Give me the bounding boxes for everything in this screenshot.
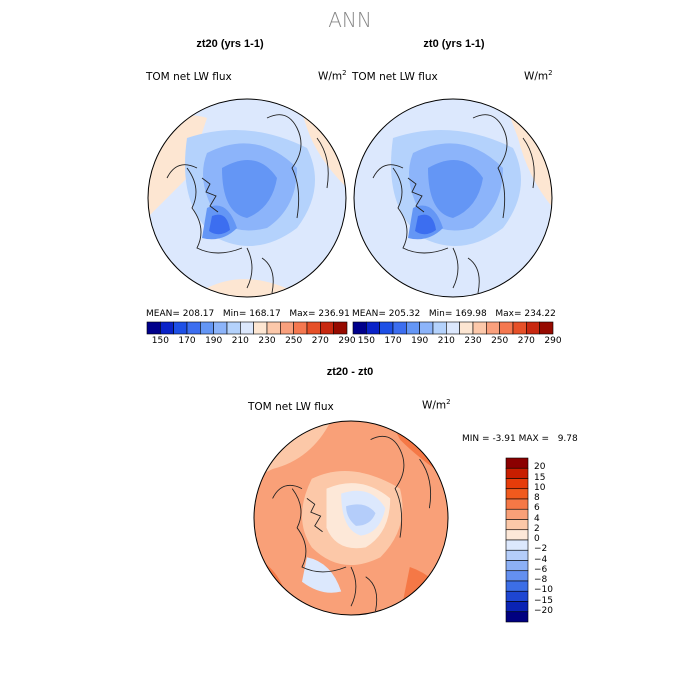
diff-colorbar bbox=[505, 457, 529, 623]
diff-colorbar-tick-label: −20 bbox=[534, 605, 553, 616]
diff-colorbar-tick-label: 15 bbox=[534, 472, 546, 483]
colorbar-swatch bbox=[352, 321, 367, 335]
diff-colorbar-swatch bbox=[505, 457, 529, 469]
colorbar-swatch bbox=[240, 321, 254, 335]
figure-title: ANN bbox=[328, 8, 372, 32]
colorbar-tick-label: 250 bbox=[285, 336, 303, 346]
diff-colorbar-tick-label: 0 bbox=[534, 534, 540, 544]
diff-panel-field-label: TOM net LW flux bbox=[248, 401, 334, 413]
colorbar-swatch bbox=[200, 321, 214, 335]
diff-colorbar-labels: 20 15 10 8 6 4 2 0 −2 −4 −6 −8 −10 −15 −20 bbox=[534, 458, 574, 622]
diff-colorbar-tick-label: 10 bbox=[534, 482, 546, 493]
diff-colorbar-swatch bbox=[505, 498, 529, 510]
diff-polar-map bbox=[253, 420, 449, 616]
panel-2-colorbar bbox=[352, 321, 554, 335]
diff-colorbar-swatch bbox=[505, 488, 529, 500]
panel-1-title: zt20 (yrs 1-1) bbox=[196, 38, 264, 50]
colorbar-tick-label: 270 bbox=[517, 336, 535, 346]
diff-colorbar-swatch bbox=[505, 519, 529, 531]
diff-colorbar-swatch bbox=[505, 529, 529, 541]
panel-1-polar-map bbox=[147, 98, 347, 298]
colorbar-swatch bbox=[160, 321, 174, 335]
colorbar-tick-label: 230 bbox=[464, 336, 482, 346]
colorbar-tick-label: 190 bbox=[411, 336, 429, 346]
panel-1-field-label: TOM net LW flux bbox=[146, 71, 232, 83]
colorbar-swatch bbox=[472, 321, 487, 335]
colorbar-tick-label: 190 bbox=[205, 336, 223, 346]
diff-colorbar-swatch bbox=[505, 467, 529, 479]
diff-colorbar-tick-label: 2 bbox=[534, 523, 540, 534]
colorbar-swatch bbox=[226, 321, 241, 335]
panel-2-colorbar-labels: 150 170 190 210 230 250 270 290 bbox=[353, 336, 562, 348]
colorbar-swatch bbox=[379, 321, 394, 335]
colorbar-swatch bbox=[512, 321, 527, 335]
colorbar-swatch bbox=[539, 321, 554, 335]
diff-colorbar-tick-label: 8 bbox=[534, 493, 540, 503]
diff-colorbar-tick-label: −6 bbox=[534, 564, 548, 575]
diff-colorbar-swatch bbox=[505, 590, 529, 602]
colorbar-swatch bbox=[526, 321, 540, 335]
colorbar-tick-label: 170 bbox=[178, 336, 196, 346]
diff-colorbar-tick-label: 20 bbox=[534, 462, 546, 473]
diff-colorbar-tick-label: −10 bbox=[534, 585, 553, 596]
diff-colorbar-tick-label: −2 bbox=[534, 544, 548, 555]
diff-panel-min-max: MIN = -3.91 MAX = 9.78 bbox=[462, 434, 578, 444]
colorbar-swatch bbox=[280, 321, 294, 335]
diff-panel-units: W/m2 bbox=[422, 398, 451, 412]
colorbar-swatch bbox=[306, 321, 321, 335]
colorbar-tick-label: 290 bbox=[338, 336, 356, 346]
colorbar-swatch bbox=[333, 321, 348, 335]
colorbar-swatch bbox=[186, 321, 201, 335]
panel-1-units: W/m2 bbox=[318, 69, 347, 83]
diff-colorbar-swatch bbox=[505, 560, 529, 572]
colorbar-tick-label: 250 bbox=[491, 336, 509, 346]
colorbar-swatch bbox=[266, 321, 281, 335]
colorbar-swatch bbox=[253, 321, 268, 335]
colorbar-swatch bbox=[320, 321, 334, 335]
diff-panel-title: zt20 - zt0 bbox=[326, 366, 374, 378]
diff-colorbar-swatch bbox=[505, 508, 529, 520]
colorbar-swatch bbox=[366, 321, 380, 335]
diff-colorbar-tick-label: −15 bbox=[534, 595, 553, 606]
colorbar-swatch bbox=[146, 321, 161, 335]
diff-colorbar-swatch bbox=[505, 539, 529, 551]
panel-1-colorbar bbox=[146, 321, 348, 335]
colorbar-swatch bbox=[392, 321, 407, 335]
diff-colorbar-swatch bbox=[505, 570, 529, 582]
diff-colorbar-swatch bbox=[505, 580, 529, 592]
colorbar-tick-label: 170 bbox=[384, 336, 402, 346]
colorbar-tick-label: 290 bbox=[544, 336, 562, 346]
diff-colorbar-swatch bbox=[505, 611, 529, 623]
panel-2-units: W/m2 bbox=[524, 69, 553, 83]
diff-colorbar-tick-label: 6 bbox=[534, 503, 540, 514]
colorbar-swatch bbox=[486, 321, 500, 335]
colorbar-swatch bbox=[432, 321, 447, 335]
colorbar-tick-label: 230 bbox=[258, 336, 276, 346]
colorbar-swatch bbox=[213, 321, 228, 335]
diff-colorbar-swatch bbox=[505, 549, 529, 561]
panel-2-stats: MEAN= 205.32 Min= 169.98 Max= 234.22 bbox=[352, 309, 556, 319]
colorbar-tick-label: 150 bbox=[357, 336, 375, 346]
diff-colorbar-swatch bbox=[505, 601, 529, 613]
colorbar-tick-label: 210 bbox=[437, 336, 455, 346]
diff-colorbar-tick-label: −8 bbox=[534, 575, 548, 585]
colorbar-swatch bbox=[406, 321, 420, 335]
panel-2-polar-map bbox=[353, 98, 553, 298]
colorbar-swatch bbox=[419, 321, 434, 335]
panel-1-stats: MEAN= 208.17 Min= 168.17 Max= 236.91 bbox=[146, 309, 350, 319]
colorbar-tick-label: 210 bbox=[231, 336, 249, 346]
colorbar-swatch bbox=[459, 321, 474, 335]
colorbar-tick-label: 150 bbox=[151, 336, 169, 346]
colorbar-swatch bbox=[173, 321, 188, 335]
diff-colorbar-swatch bbox=[505, 478, 529, 490]
diff-colorbar-tick-label: 4 bbox=[534, 513, 540, 524]
colorbar-swatch bbox=[446, 321, 460, 335]
colorbar-swatch bbox=[293, 321, 308, 335]
colorbar-swatch bbox=[499, 321, 514, 335]
panel-2-field-label: TOM net LW flux bbox=[352, 71, 438, 83]
diff-colorbar-tick-label: −4 bbox=[534, 554, 548, 565]
colorbar-tick-label: 270 bbox=[311, 336, 329, 346]
panel-1-colorbar-labels: 150 170 190 210 230 250 270 290 bbox=[147, 336, 356, 348]
panel-2-title: zt0 (yrs 1-1) bbox=[423, 38, 485, 50]
